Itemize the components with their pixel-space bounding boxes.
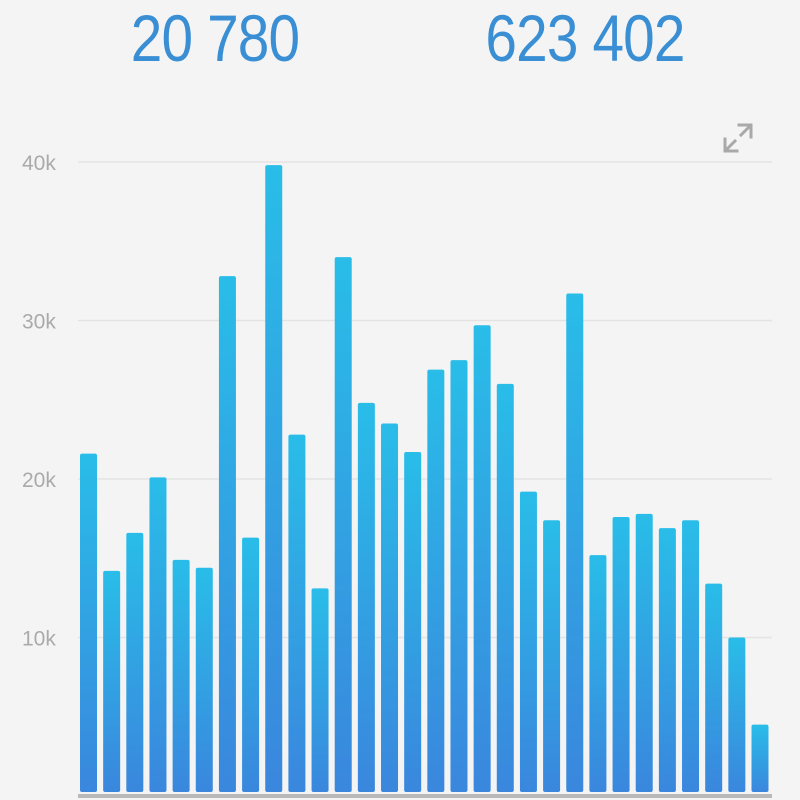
bar-26 — [658, 528, 676, 792]
bar-21 — [543, 520, 561, 792]
bar-15 — [404, 452, 422, 792]
bars — [80, 165, 769, 793]
bar-10 — [288, 434, 306, 792]
bar-1 — [80, 453, 97, 792]
bar-18 — [473, 325, 491, 792]
grid-lines — [78, 161, 772, 639]
bar-14 — [381, 423, 399, 792]
summary-stats: 20 780 623 402 — [0, 0, 800, 90]
bar-19 — [496, 383, 514, 792]
bar-6 — [195, 567, 213, 792]
bar-12 — [334, 257, 352, 793]
y-tick-label: 10k — [22, 628, 56, 651]
bar-3 — [126, 532, 144, 792]
stat-value-right: 623 402 — [485, 1, 685, 75]
bar-23 — [589, 555, 607, 792]
bar-24 — [612, 517, 630, 792]
bar-17 — [450, 360, 468, 793]
bar-2 — [103, 570, 121, 792]
bar-4 — [149, 477, 167, 792]
bar-25 — [635, 513, 653, 792]
bar-29 — [728, 637, 746, 792]
bar-27 — [682, 520, 700, 792]
expand-arrows-icon[interactable] — [720, 120, 756, 156]
bar-16 — [427, 369, 445, 792]
bar-5 — [172, 559, 190, 792]
bar-9 — [265, 165, 283, 793]
y-tick-label: 30k — [22, 311, 56, 334]
bar-11 — [311, 588, 329, 792]
bar-20 — [519, 491, 537, 792]
y-tick-label: 20k — [22, 469, 56, 492]
y-axis-ticks: 10k 20k 30k 40k — [22, 152, 56, 651]
stat-value-left: 20 780 — [130, 1, 300, 75]
bar-28 — [705, 583, 723, 792]
y-tick-label: 40k — [22, 152, 56, 175]
bar-13 — [357, 402, 375, 792]
bar-7 — [218, 276, 236, 792]
bar-22 — [566, 293, 584, 792]
bar-30 — [751, 724, 769, 792]
bar-8 — [242, 537, 260, 792]
